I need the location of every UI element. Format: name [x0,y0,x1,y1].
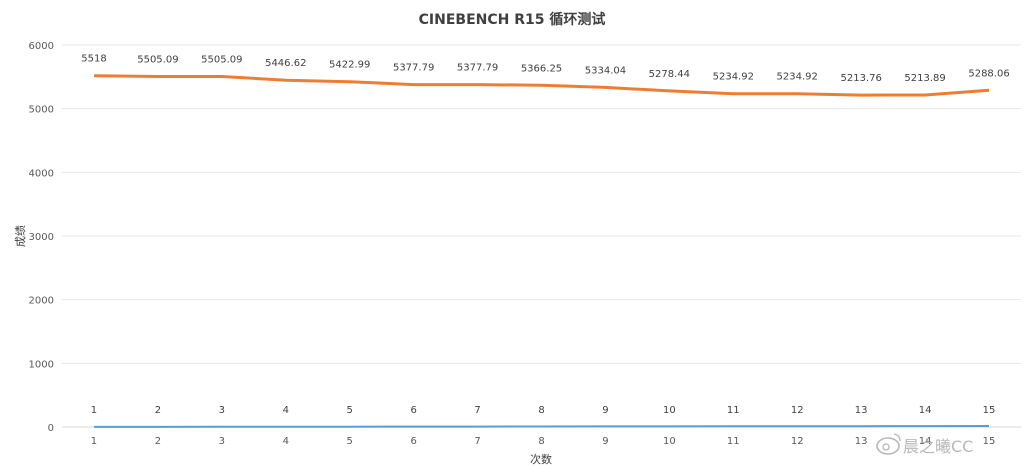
y-axis-label: 成绩 [14,225,27,247]
data-label: 10 [663,405,676,416]
x-tick-label: 5 [347,436,353,447]
x-tick-label: 4 [283,436,289,447]
data-label: 5 [347,405,353,416]
data-label: 5505.09 [137,55,178,66]
data-label: 2 [155,405,161,416]
data-label: 5234.92 [713,72,754,83]
data-label: 5505.09 [201,55,242,66]
y-tick-label: 2000 [29,296,54,307]
data-label: 5278.44 [649,69,690,80]
data-label: 9 [602,405,608,416]
watermark: 晨之曦CC [876,433,973,456]
data-label: 5213.89 [904,73,945,84]
x-tick-label: 15 [983,436,996,447]
series-line [94,425,990,428]
chart-title: CINEBENCH R15 循环测试 [419,11,606,28]
data-label: 5234.92 [777,72,818,83]
x-tick-label: 11 [727,436,740,447]
data-label: 4 [283,405,289,416]
y-tick-label: 1000 [29,359,54,370]
x-tick-label: 7 [474,436,480,447]
x-tick-label: 10 [663,436,676,447]
series-lines [93,74,990,428]
y-tick-label: 6000 [29,41,54,52]
y-tick-label: 5000 [29,105,54,116]
y-tick-label: 3000 [29,232,54,243]
data-label: 11 [727,405,740,416]
data-label: 8 [538,405,544,416]
data-label: 15 [983,405,996,416]
data-label: 5366.25 [521,63,562,74]
x-tick-label: 12 [791,436,804,447]
data-label: 13 [855,405,868,416]
watermark-text: 晨之曦CC [903,437,973,456]
data-label: 5288.06 [968,68,1009,79]
x-tick-label: 9 [602,436,608,447]
x-tick-label: 3 [219,436,225,447]
data-label: 5518 [81,54,106,65]
data-label: 5334.04 [585,65,626,76]
data-label: 5422.99 [329,60,370,71]
data-label: 12 [791,405,804,416]
data-label: 5377.79 [457,63,498,74]
data-label: 6 [410,405,416,416]
data-label: 5377.79 [393,63,434,74]
data-label: 14 [919,405,932,416]
y-tick-labels: 0 1000 2000 3000 4000 5000 6000 [29,41,54,434]
x-tick-label: 8 [538,436,544,447]
series-line [93,74,990,97]
data-label: 1 [91,405,97,416]
x-tick-label: 13 [855,436,868,447]
y-tick-label: 4000 [29,168,54,179]
y-tick-label: 0 [48,423,54,434]
data-label: 5213.76 [840,73,881,84]
data-label: 3 [219,405,225,416]
data-label: 5446.62 [265,58,306,69]
x-tick-label: 14 [919,436,932,447]
x-tick-label: 1 [91,436,97,447]
x-tick-labels: 1 2 3 4 5 6 7 8 9 10 11 12 13 14 15 [91,436,996,447]
x-tick-label: 6 [410,436,416,447]
weibo-icon [876,433,901,455]
x-axis-label: 次数 [530,452,552,466]
x-tick-label: 2 [155,436,161,447]
gridlines [62,44,1021,428]
data-labels: 5518 5505.09 5505.09 5446.62 5422.99 5377.79 5… [81,54,1009,416]
data-label: 7 [474,405,480,416]
